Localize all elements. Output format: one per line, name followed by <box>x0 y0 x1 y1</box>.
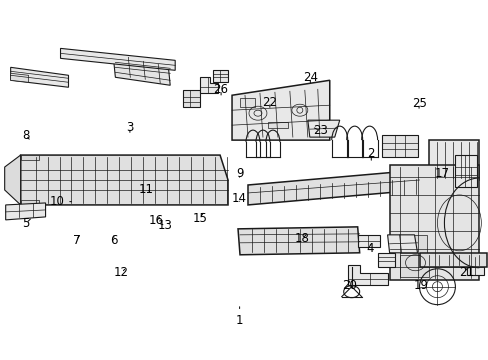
Text: 6: 6 <box>110 234 117 247</box>
Text: 12: 12 <box>114 266 129 279</box>
Polygon shape <box>389 165 478 280</box>
Polygon shape <box>20 155 227 205</box>
Polygon shape <box>247 170 419 205</box>
Polygon shape <box>381 135 417 157</box>
Text: 5: 5 <box>22 217 30 230</box>
Polygon shape <box>387 235 417 253</box>
Text: 18: 18 <box>294 232 309 245</box>
Text: 1: 1 <box>235 307 243 327</box>
Text: 3: 3 <box>126 121 133 134</box>
Polygon shape <box>347 265 387 285</box>
Text: 25: 25 <box>411 97 426 110</box>
Polygon shape <box>357 235 379 247</box>
Text: 13: 13 <box>158 219 173 232</box>
Text: 4: 4 <box>366 242 373 255</box>
Text: 14: 14 <box>232 192 246 205</box>
Text: 22: 22 <box>262 96 277 109</box>
Text: 15: 15 <box>192 212 206 225</box>
Polygon shape <box>428 140 478 180</box>
Text: 2: 2 <box>367 147 374 160</box>
Text: 11: 11 <box>138 183 153 196</box>
Text: 16: 16 <box>148 214 163 227</box>
Text: 9: 9 <box>235 167 243 180</box>
Polygon shape <box>183 90 200 107</box>
Text: 19: 19 <box>413 279 427 292</box>
Polygon shape <box>399 235 427 253</box>
Polygon shape <box>11 73 29 82</box>
Polygon shape <box>377 253 394 267</box>
Text: 21: 21 <box>458 266 473 279</box>
Polygon shape <box>61 48 175 70</box>
Text: 8: 8 <box>22 129 30 142</box>
Polygon shape <box>5 155 20 205</box>
Polygon shape <box>11 67 68 87</box>
Polygon shape <box>200 77 218 93</box>
Polygon shape <box>20 155 39 160</box>
Text: 23: 23 <box>312 124 327 137</box>
Text: 17: 17 <box>434 167 448 180</box>
Polygon shape <box>467 257 483 275</box>
Polygon shape <box>399 255 428 277</box>
Polygon shape <box>267 122 287 128</box>
Polygon shape <box>113 57 170 85</box>
Polygon shape <box>232 80 329 140</box>
Polygon shape <box>6 203 45 220</box>
Text: 20: 20 <box>341 279 356 292</box>
Polygon shape <box>419 253 487 267</box>
Text: 7: 7 <box>72 234 80 247</box>
Polygon shape <box>307 120 339 137</box>
Text: 10: 10 <box>49 195 71 208</box>
Polygon shape <box>240 98 254 107</box>
Polygon shape <box>238 227 359 255</box>
Polygon shape <box>454 155 476 187</box>
Text: 24: 24 <box>302 71 317 84</box>
Polygon shape <box>20 200 39 205</box>
Text: 26: 26 <box>213 83 228 96</box>
Polygon shape <box>213 70 227 82</box>
